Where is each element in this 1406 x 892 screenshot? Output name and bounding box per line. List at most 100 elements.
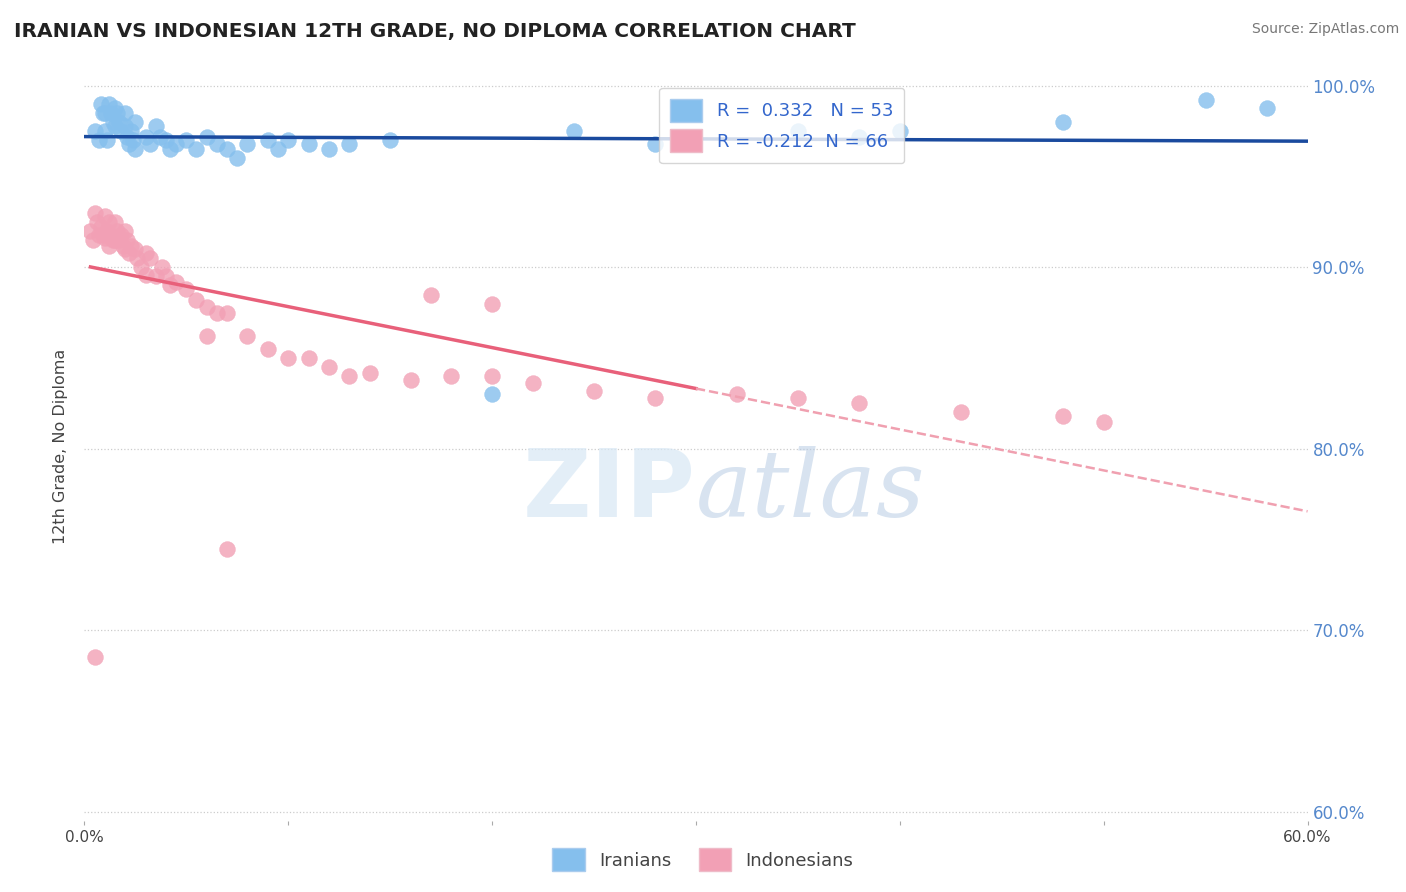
Text: atlas: atlas	[696, 446, 925, 536]
Point	[97, 215, 120, 229]
Point	[644, 136, 666, 151]
Point	[114, 224, 136, 238]
Point	[481, 369, 503, 384]
Point	[257, 133, 280, 147]
Point	[124, 142, 146, 156]
Point	[96, 133, 118, 147]
Point	[159, 142, 181, 156]
Point	[118, 245, 141, 260]
Point	[108, 233, 131, 247]
Point	[1092, 415, 1115, 429]
Point	[86, 215, 108, 229]
Point	[100, 106, 122, 120]
Point	[127, 251, 149, 265]
Point	[298, 351, 321, 365]
Point	[186, 142, 208, 156]
Point	[318, 142, 340, 156]
Point	[149, 129, 172, 144]
Point	[267, 142, 290, 156]
Point	[195, 329, 218, 343]
Point	[79, 224, 101, 238]
Point	[114, 119, 136, 133]
Point	[96, 224, 118, 238]
Point	[205, 306, 228, 320]
Point	[91, 106, 114, 120]
Point	[120, 124, 142, 138]
Point	[298, 136, 321, 151]
Point	[124, 115, 146, 129]
Point	[112, 238, 135, 252]
Point	[339, 136, 361, 151]
Point	[159, 278, 181, 293]
Point	[101, 115, 124, 129]
Point	[205, 136, 228, 151]
Point	[104, 215, 127, 229]
Point	[195, 300, 218, 314]
Point	[195, 129, 218, 144]
Point	[217, 142, 239, 156]
Point	[138, 136, 160, 151]
Point	[115, 233, 138, 247]
Point	[440, 369, 463, 384]
Point	[226, 152, 249, 166]
Point	[93, 124, 115, 138]
Point	[1052, 115, 1074, 129]
Point	[100, 227, 122, 242]
Y-axis label: 12th Grade, No Diploma: 12th Grade, No Diploma	[53, 349, 69, 543]
Point	[848, 396, 870, 410]
Point	[87, 133, 110, 147]
Point	[420, 287, 443, 301]
Point	[135, 129, 157, 144]
Point	[83, 206, 105, 220]
Text: ZIP: ZIP	[523, 445, 696, 537]
Point	[481, 387, 503, 401]
Point	[93, 210, 115, 224]
Point	[110, 227, 132, 242]
Point	[108, 115, 131, 129]
Point	[644, 391, 666, 405]
Point	[110, 124, 132, 138]
Point	[114, 242, 136, 256]
Point	[1256, 101, 1278, 115]
Point	[787, 391, 810, 405]
Point	[124, 242, 146, 256]
Point	[1052, 409, 1074, 423]
Point	[90, 97, 112, 112]
Point	[236, 136, 259, 151]
Text: Source: ZipAtlas.com: Source: ZipAtlas.com	[1251, 22, 1399, 37]
Point	[236, 329, 259, 343]
Point	[104, 101, 127, 115]
Point	[155, 269, 177, 284]
Point	[145, 119, 167, 133]
Point	[97, 97, 120, 112]
Point	[277, 351, 299, 365]
Point	[131, 260, 153, 275]
Point	[105, 106, 128, 120]
Legend: R =  0.332   N = 53, R = -0.212  N = 66: R = 0.332 N = 53, R = -0.212 N = 66	[659, 88, 904, 163]
Point	[522, 376, 544, 391]
Point	[82, 233, 104, 247]
Point	[787, 124, 810, 138]
Point	[118, 136, 141, 151]
Point	[155, 133, 177, 147]
Point	[1195, 94, 1218, 108]
Point	[339, 369, 361, 384]
Point	[83, 124, 105, 138]
Point	[583, 384, 606, 398]
Point	[848, 129, 870, 144]
Point	[380, 133, 402, 147]
Point	[135, 245, 157, 260]
Point	[83, 650, 105, 665]
Point	[257, 342, 280, 356]
Point	[318, 360, 340, 375]
Point	[104, 233, 127, 247]
Point	[91, 227, 114, 242]
Point	[217, 306, 239, 320]
Point	[277, 133, 299, 147]
Point	[145, 269, 167, 284]
Point	[90, 220, 112, 235]
Text: IRANIAN VS INDONESIAN 12TH GRADE, NO DIPLOMA CORRELATION CHART: IRANIAN VS INDONESIAN 12TH GRADE, NO DIP…	[14, 22, 856, 41]
Point	[97, 238, 120, 252]
Point	[93, 106, 115, 120]
Point	[138, 251, 160, 265]
